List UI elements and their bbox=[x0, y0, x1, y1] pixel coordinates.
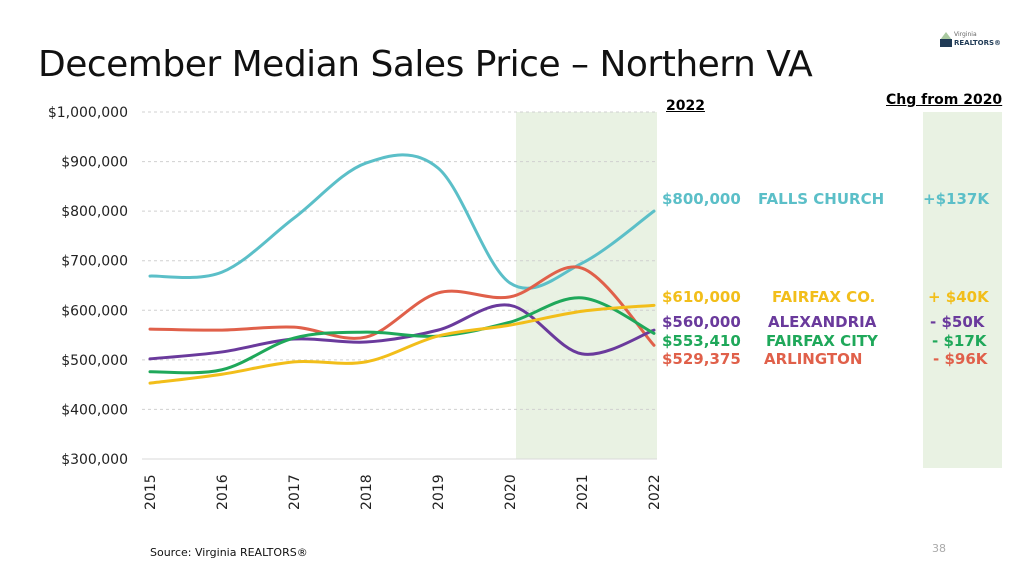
house-roof-icon bbox=[940, 32, 952, 40]
x-tick-label: 2015 bbox=[143, 474, 159, 510]
y-axis-ticks: $300,000 $400,000 $500,000 $600,000 $700,000… bbox=[48, 105, 128, 468]
legend-area-name: FAIRFAX CO. bbox=[772, 288, 876, 306]
column-header-2022: 2022 bbox=[666, 98, 705, 114]
y-tick-label: $700,000 bbox=[61, 254, 128, 270]
legend-area-name: FAIRFAX CITY bbox=[766, 332, 878, 350]
legend-change: - $96K bbox=[933, 350, 988, 368]
source-note: Source: Virginia REALTORS® bbox=[150, 546, 308, 559]
x-tick-label: 2018 bbox=[359, 474, 375, 510]
series-line-fairfax-co- bbox=[148, 303, 656, 385]
x-axis-ticks: 2015 2016 2017 2018 2019 2020 2021 2022 bbox=[143, 474, 663, 510]
legend-value-2022: $529,375 bbox=[662, 350, 741, 368]
legend-area-name: ARLINGTON bbox=[764, 350, 863, 368]
legend-value-2022: $560,000 bbox=[662, 313, 741, 331]
legend-value-2022: $610,000 bbox=[662, 288, 741, 306]
page-number: 38 bbox=[932, 542, 946, 555]
y-tick-label: $400,000 bbox=[61, 402, 128, 418]
series-lines bbox=[148, 153, 656, 385]
y-tick-label: $600,000 bbox=[61, 303, 128, 319]
legend-change: + $40K bbox=[928, 288, 989, 306]
legend-area-name: FALLS CHURCH bbox=[758, 190, 885, 208]
legend-value-2022: $800,000 bbox=[662, 190, 741, 208]
virginia-realtors-logo: Virginia REALTORS® bbox=[938, 30, 1008, 52]
x-tick-label: 2017 bbox=[287, 474, 303, 510]
y-tick-label: $800,000 bbox=[61, 204, 128, 220]
house-icon bbox=[940, 39, 952, 47]
legend-change: +$137K bbox=[923, 190, 989, 208]
change-column-highlight bbox=[923, 112, 1002, 468]
legend-change: - $50K bbox=[930, 313, 985, 331]
gridlines bbox=[142, 111, 657, 460]
column-header-change: Chg from 2020 bbox=[886, 92, 1003, 108]
legend-change: - $17K bbox=[932, 332, 987, 350]
logo-text-bottom: REALTORS® bbox=[954, 39, 1002, 47]
y-tick-label: $300,000 bbox=[61, 452, 128, 468]
x-tick-label: 2019 bbox=[431, 474, 447, 510]
legend-value-2022: $553,410 bbox=[662, 332, 741, 350]
series-line-fairfax-city bbox=[148, 296, 656, 375]
y-tick-label: $900,000 bbox=[61, 155, 128, 171]
series-line-arlington bbox=[148, 265, 656, 347]
slide-title: December Median Sales Price – Northern V… bbox=[38, 44, 813, 85]
y-tick-label: $500,000 bbox=[61, 353, 128, 369]
x-tick-label: 2021 bbox=[575, 474, 591, 510]
legend-area-name: ALEXANDRIA bbox=[768, 313, 877, 331]
x-tick-label: 2020 bbox=[503, 474, 519, 510]
x-tick-label: 2022 bbox=[647, 474, 663, 510]
x-tick-label: 2016 bbox=[215, 474, 231, 510]
y-tick-label: $1,000,000 bbox=[48, 105, 128, 121]
logo-text-top: Virginia bbox=[954, 31, 977, 38]
